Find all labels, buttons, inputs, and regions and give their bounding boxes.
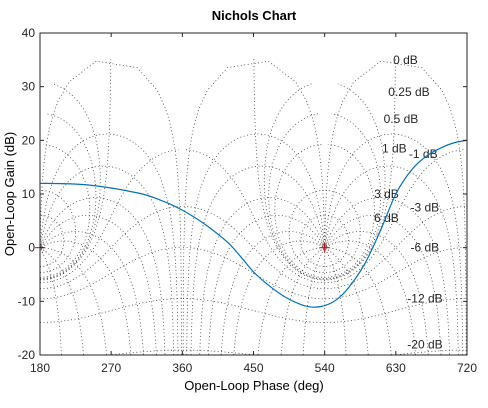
grid-magnitude-contour: [40, 189, 76, 273]
grid-phase-contour: [40, 248, 62, 355]
grid-phase-contour: [324, 165, 459, 355]
grid-magnitude-contour: [108, 349, 182, 356]
grid-phase-contour: [39, 133, 179, 355]
contour-label: 3 dB: [374, 187, 399, 201]
grid-magnitude-contour: [183, 206, 466, 290]
grid-magnitude-contour: [40, 214, 65, 267]
x-tick-label: 720: [457, 361, 477, 375]
grid-magnitude-contour: [40, 149, 179, 284]
grid-phase-contour: [40, 240, 132, 355]
grid-magnitude-contour: [40, 247, 182, 300]
grid-phase-contour: [280, 247, 325, 355]
grid-phase-contour: [233, 240, 325, 355]
nichols-grid: [39, 58, 467, 356]
critical-point-marker: [319, 242, 330, 253]
grid-magnitude-contour: [288, 189, 361, 273]
x-tick-label: 450: [243, 361, 263, 375]
grid-magnitude-contour: [253, 58, 396, 281]
x-tick-label: 630: [386, 361, 406, 375]
y-axis-label: Open-Loop Gain (dB): [2, 132, 17, 256]
contour-label: 6 dB: [374, 211, 399, 225]
x-tick-label: 360: [172, 361, 192, 375]
grid-phase-contour: [39, 197, 166, 355]
series-line: [39, 139, 468, 308]
contour-label: 0.25 dB: [388, 85, 429, 99]
grid-phase-contour: [182, 60, 326, 355]
contour-label: 0.5 dB: [384, 112, 419, 126]
grid-phase-contour: [39, 165, 174, 355]
y-tick-label: 0: [28, 241, 35, 255]
y-tick-label: 20: [22, 133, 36, 147]
grid-phase-contour: [324, 60, 467, 355]
grid-phase-contour: [39, 60, 182, 355]
grid-phase-contour: [324, 248, 347, 355]
grid-magnitude-contour: [393, 349, 467, 356]
grid-magnitude-contour: [274, 144, 375, 278]
grid-magnitude-contour: [300, 214, 349, 267]
grid-phase-contour: [324, 215, 442, 355]
y-tick-layer: -20 -10 0 10 20 30 40: [18, 26, 467, 362]
grid-phase-contour: [325, 240, 416, 355]
grid-magnitude-contour: [40, 83, 101, 280]
grid-magnitude-contour: [40, 206, 182, 290]
grid-phase-contour: [324, 197, 450, 355]
marker-layer: [35, 242, 330, 253]
grid-phase-contour: [40, 231, 144, 355]
contour-label: 1 dB: [382, 141, 407, 155]
x-tick-label: 540: [315, 361, 335, 375]
grid-phase-contour: [324, 133, 464, 355]
grid-phase-contour: [220, 231, 325, 355]
series-layer: [39, 139, 468, 308]
contour-label: -20 dB: [407, 337, 442, 351]
contour-label: -3 dB: [411, 200, 440, 214]
contour-label: 0 dB: [393, 53, 418, 67]
grid-magnitude-contour: [40, 58, 112, 281]
x-tick-label: 180: [30, 361, 50, 375]
grid-magnitude-contour: [268, 113, 381, 280]
grid-magnitude-contour: [40, 113, 97, 280]
grid-magnitude-contour: [40, 144, 91, 278]
grid-phase-contour: [199, 197, 325, 355]
grid-magnitude-contour: [185, 149, 464, 284]
grid-phase-contour: [40, 215, 157, 355]
y-tick-label: 10: [22, 187, 36, 201]
grid-phase-contour: [186, 133, 325, 355]
x-tick-layer: 180 270 360 450 540 630 720: [30, 33, 477, 375]
contour-labels: 0 dB 0.25 dB 0.5 dB 1 dB 3 dB 6 dB -1 dB -3 dB -…: [374, 53, 443, 351]
chart-title: Nichols Chart: [212, 8, 297, 23]
contour-label: -6 dB: [411, 241, 440, 255]
grid-phase-contour: [302, 248, 325, 355]
contour-label: -1 dB: [409, 147, 438, 161]
grid-phase-contour: [207, 215, 325, 355]
grid-phase-contour: [324, 231, 429, 355]
grid-magnitude-contour: [182, 349, 257, 356]
x-tick-label: 270: [101, 361, 121, 375]
y-tick-label: -10: [18, 294, 36, 308]
y-tick-label: -20: [18, 348, 36, 362]
y-tick-label: 40: [22, 26, 36, 40]
contour-label: -12 dB: [407, 292, 442, 306]
x-axis-label: Open-Loop Phase (deg): [184, 378, 323, 393]
grid-magnitude-contour: [40, 298, 182, 323]
grid-phase-contour: [190, 165, 325, 355]
grid-phase-contour: [325, 247, 369, 355]
y-tick-label: 30: [22, 80, 36, 94]
grid-phase-contour: [40, 247, 107, 355]
plot-area-frame: [39, 32, 468, 356]
